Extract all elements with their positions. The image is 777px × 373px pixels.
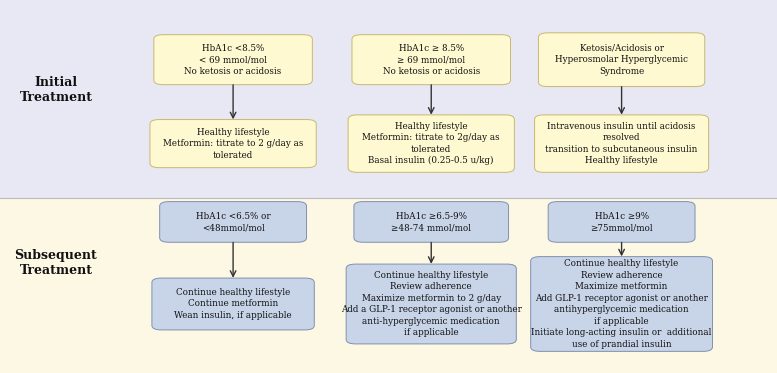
Text: Continue healthy lifestyle
Continue metformin
Wean insulin, if applicable: Continue healthy lifestyle Continue metf…	[174, 288, 292, 320]
Text: HbA1c ≥6.5-9%
≥48-74 mmol/mol: HbA1c ≥6.5-9% ≥48-74 mmol/mol	[392, 212, 471, 232]
Text: Initial
Treatment: Initial Treatment	[19, 75, 92, 104]
FancyBboxPatch shape	[159, 201, 306, 242]
FancyBboxPatch shape	[152, 278, 314, 330]
FancyBboxPatch shape	[549, 201, 695, 242]
FancyBboxPatch shape	[154, 35, 312, 85]
FancyBboxPatch shape	[538, 33, 705, 87]
FancyBboxPatch shape	[347, 264, 516, 344]
Text: Ketosis/Acidosis or
Hyperosmolar Hyperglycemic
Syndrome: Ketosis/Acidosis or Hyperosmolar Hypergl…	[555, 44, 688, 76]
Text: HbA1c <8.5%
< 69 mmol/mol
No ketosis or acidosis: HbA1c <8.5% < 69 mmol/mol No ketosis or …	[184, 44, 282, 76]
FancyBboxPatch shape	[348, 115, 514, 172]
Text: HbA1c ≥9%
≥75mmol/mol: HbA1c ≥9% ≥75mmol/mol	[591, 212, 653, 232]
Text: HbA1c <6.5% or
<48mmol/mol: HbA1c <6.5% or <48mmol/mol	[196, 212, 270, 232]
Bar	[0, 198, 777, 373]
Text: HbA1c ≥ 8.5%
≥ 69 mmol/mol
No ketosis or acidosis: HbA1c ≥ 8.5% ≥ 69 mmol/mol No ketosis or…	[382, 44, 480, 76]
Text: Intravenous insulin until acidosis
resolved
transition to subcutaneous insulin
H: Intravenous insulin until acidosis resol…	[545, 122, 698, 165]
Text: Healthy lifestyle
Metformin: titrate to 2g/day as
tolerated
Basal insulin (0.25-: Healthy lifestyle Metformin: titrate to …	[362, 122, 500, 165]
Text: Continue healthy lifestyle
Review adherence
Maximize metformin
Add GLP-1 recepto: Continue healthy lifestyle Review adhere…	[531, 259, 712, 349]
FancyBboxPatch shape	[531, 257, 713, 351]
FancyBboxPatch shape	[354, 201, 508, 242]
Text: Healthy lifestyle
Metformin: titrate to 2 g/day as
tolerated: Healthy lifestyle Metformin: titrate to …	[163, 128, 303, 160]
Text: Continue healthy lifestyle
Review adherence
Maximize metformin to 2 g/day
Add a : Continue healthy lifestyle Review adhere…	[341, 271, 521, 337]
FancyBboxPatch shape	[352, 35, 510, 85]
FancyBboxPatch shape	[150, 119, 316, 168]
Bar	[0, 0, 777, 198]
FancyBboxPatch shape	[535, 115, 709, 172]
Text: Subsequent
Treatment: Subsequent Treatment	[15, 249, 97, 277]
